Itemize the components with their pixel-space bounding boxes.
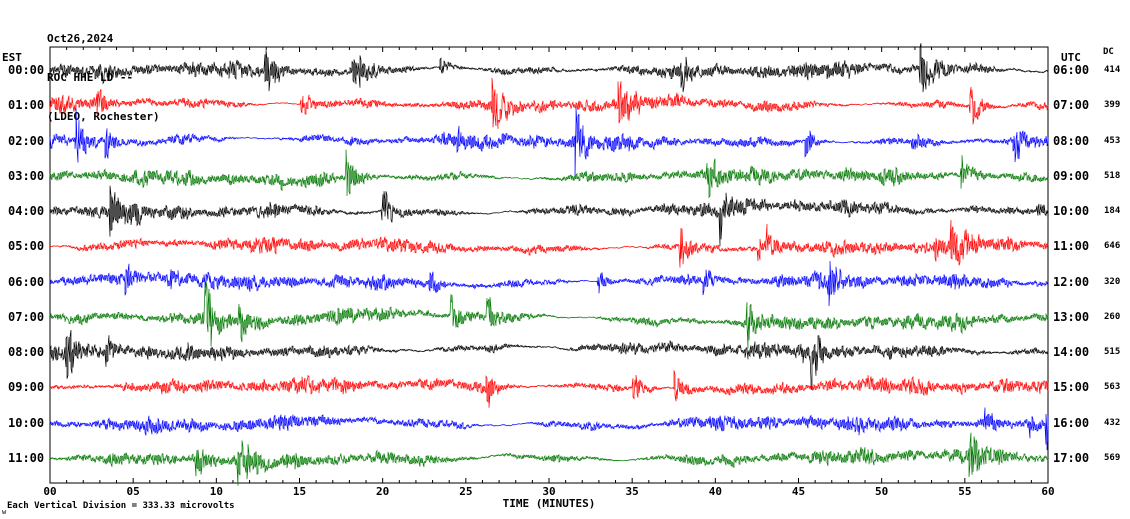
seismic-trace-0700 — [49, 280, 1049, 349]
row-label-dc: 399 — [1104, 100, 1121, 111]
x-tick-label: 50 — [875, 485, 889, 498]
row-label-est: 04:00 — [8, 204, 45, 219]
seismic-trace-0200 — [49, 108, 1049, 178]
x-tick-label: 35 — [625, 485, 639, 498]
row-label-dc: 518 — [1104, 170, 1121, 181]
header-station: ROC HHE LD -- — [47, 71, 134, 84]
row-label-dc: 569 — [1104, 452, 1121, 463]
row-label-dc: 515 — [1104, 347, 1121, 358]
scale-note: Each Vertical Division = 333.33 microvol… — [7, 501, 235, 511]
seismic-trace-0300 — [49, 149, 1049, 199]
row-label-dc: 646 — [1104, 241, 1121, 252]
header-date: Oct26,2024 — [47, 32, 114, 45]
dc-axis-label: DC — [1103, 47, 1114, 57]
row-label-est: 10:00 — [8, 415, 45, 430]
row-label-utc: 15:00 — [1053, 380, 1090, 395]
left-axis-label: EST — [2, 51, 22, 64]
row-label-est: 07:00 — [8, 309, 45, 324]
row-label-est: 01:00 — [8, 98, 45, 113]
seismic-trace-0800 — [49, 329, 1049, 391]
seismic-trace-0600 — [49, 260, 1049, 307]
row-label-dc: 414 — [1104, 65, 1121, 75]
row-label-utc: 10:00 — [1053, 204, 1090, 219]
row-label-est: 03:00 — [8, 168, 45, 183]
seismic-trace-0400 — [49, 185, 1049, 247]
row-label-dc: 453 — [1104, 135, 1121, 146]
seismic-trace-1000 — [49, 407, 1049, 451]
x-tick-label: 15 — [292, 485, 307, 498]
x-tick-label: 45 — [791, 485, 806, 498]
corner-mark: w — [2, 508, 7, 516]
row-label-est: 05:00 — [8, 239, 45, 254]
row-label-dc: 432 — [1104, 417, 1121, 428]
right-axis-label: UTC — [1061, 51, 1081, 64]
row-label-utc: 13:00 — [1053, 309, 1090, 324]
plot-header: Oct26,2024 ROC HHE LD -- (LDEO, Rocheste… — [47, 6, 160, 149]
row-label-utc: 11:00 — [1053, 239, 1090, 254]
row-label-est: 08:00 — [8, 345, 45, 360]
row-label-dc: 563 — [1104, 382, 1121, 393]
row-label-utc: 09:00 — [1053, 168, 1090, 183]
row-label-est: 00:00 — [8, 63, 45, 77]
x-axis-title: TIME (MINUTES) — [502, 497, 596, 510]
row-label-utc: 12:00 — [1053, 274, 1090, 289]
x-tick-label: 60 — [1041, 485, 1055, 498]
seismic-trace-0100 — [49, 77, 1049, 129]
row-label-est: 06:00 — [8, 274, 45, 289]
row-label-utc: 08:00 — [1053, 133, 1090, 148]
row-label-utc: 17:00 — [1053, 450, 1090, 465]
x-tick-label: 55 — [958, 485, 972, 498]
seismic-trace-0000 — [49, 43, 1049, 93]
row-label-utc: 07:00 — [1053, 98, 1090, 113]
row-label-est: 02:00 — [8, 133, 45, 148]
row-label-est: 11:00 — [8, 450, 45, 465]
x-tick-label: 05 — [126, 485, 140, 498]
row-label-dc: 260 — [1104, 311, 1121, 322]
x-tick-label: 20 — [376, 485, 390, 498]
x-tick-label: 40 — [708, 485, 722, 498]
x-tick-label: 00 — [43, 485, 57, 498]
row-label-utc: 06:00 — [1053, 63, 1090, 77]
row-label-est: 09:00 — [8, 380, 45, 395]
x-tick-label: 10 — [209, 485, 223, 498]
x-tick-label: 30 — [542, 485, 556, 498]
row-label-dc: 320 — [1104, 276, 1121, 287]
seismic-trace-0900 — [49, 370, 1049, 408]
header-location: (LDEO, Rochester) — [47, 110, 160, 123]
row-label-utc: 14:00 — [1053, 345, 1090, 360]
seismic-trace-1100 — [49, 432, 1049, 486]
seismic-trace-0500 — [49, 219, 1049, 268]
row-label-utc: 16:00 — [1053, 415, 1090, 430]
row-label-dc: 184 — [1104, 206, 1121, 217]
x-tick-label: 25 — [459, 485, 473, 498]
